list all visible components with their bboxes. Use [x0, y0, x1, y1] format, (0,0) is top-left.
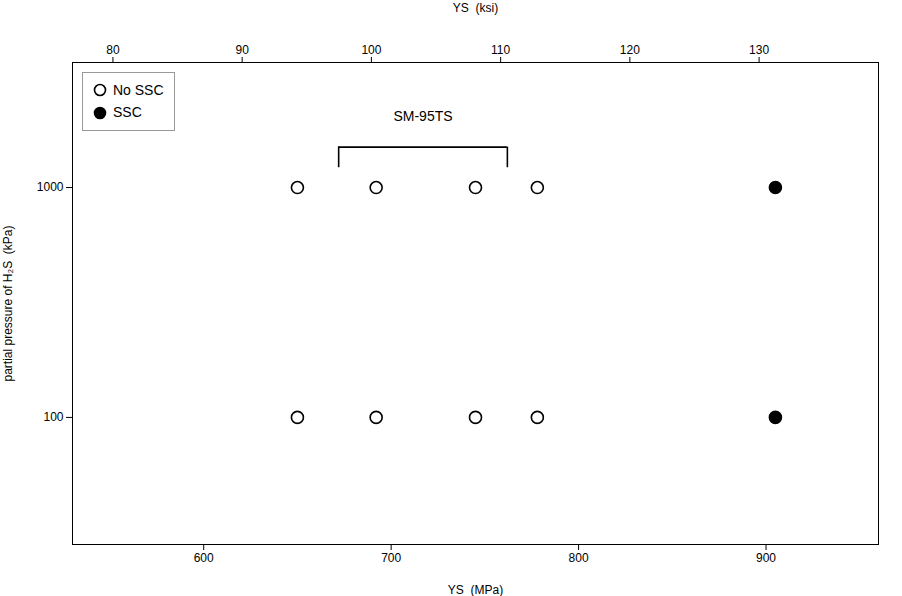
- html-text:No SSC: No SSC: [113, 82, 164, 98]
- svg-text:100: 100: [361, 43, 381, 57]
- svg-text:120: 120: [620, 43, 640, 57]
- svg-text:partial pressure of H₂S (kPa): partial pressure of H₂S (kPa): [1, 225, 15, 381]
- svg-text:SM-95TS: SM-95TS: [393, 108, 452, 124]
- svg-text:90: 90: [235, 43, 249, 57]
- svg-text:110: 110: [491, 43, 510, 57]
- svg-text:800: 800: [569, 551, 589, 565]
- svg-text:600: 600: [194, 551, 214, 565]
- svg-text:80: 80: [106, 43, 120, 57]
- html-text:SSC: SSC: [113, 104, 142, 121]
- svg-text:100: 100: [43, 410, 63, 424]
- svg-text:900: 900: [756, 551, 776, 565]
- svg-text:700: 700: [381, 551, 401, 565]
- svg-text:130: 130: [749, 43, 769, 57]
- svg-text:YS (MPa): YS (MPa): [448, 583, 503, 596]
- svg-text:YS (ksi): YS (ksi): [453, 1, 498, 15]
- svg-text:1000: 1000: [37, 180, 64, 194]
